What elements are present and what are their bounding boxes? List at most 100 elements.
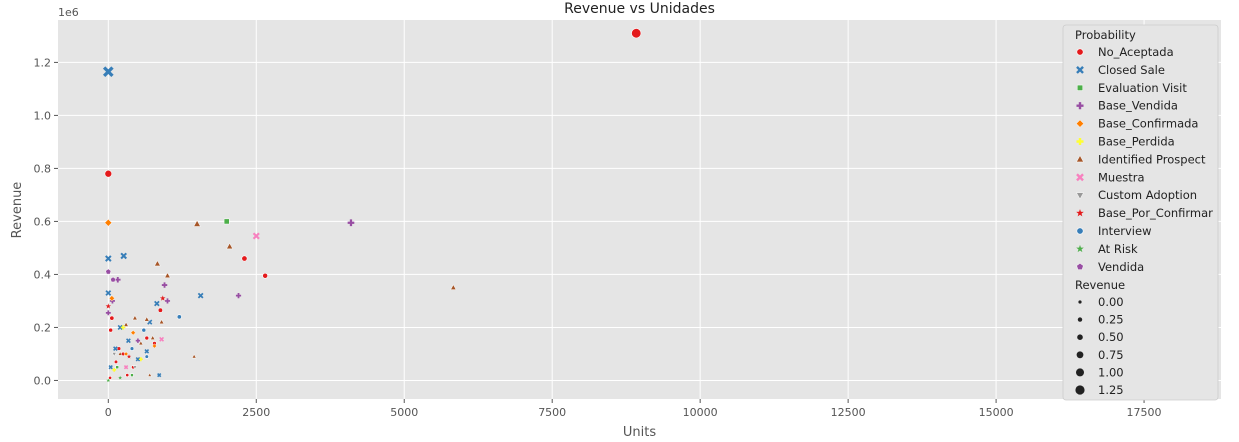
x-tick-label: 12500 bbox=[831, 406, 866, 419]
legend-label-identified-prospect: Identified Prospect bbox=[1098, 152, 1206, 166]
point-closed-sale bbox=[135, 356, 141, 362]
point-evaluation-visit bbox=[130, 373, 134, 377]
point-base-vendida bbox=[115, 276, 121, 283]
data-points bbox=[102, 28, 642, 383]
legend-marker-identified-prospect bbox=[1076, 155, 1084, 163]
point-no-aceptada bbox=[108, 327, 114, 333]
point-interview bbox=[129, 346, 135, 351]
point-vendida bbox=[110, 276, 116, 283]
point-closed-sale bbox=[157, 373, 162, 378]
point-base-perdida bbox=[120, 325, 126, 330]
x-tick-label: 10000 bbox=[683, 406, 718, 419]
point-no-aceptada bbox=[262, 272, 268, 279]
point-base-vendida bbox=[164, 298, 171, 304]
y-tick-label: 0.0 bbox=[34, 374, 52, 387]
grid-lines bbox=[58, 20, 1221, 399]
point-base-vendida bbox=[105, 310, 111, 316]
point-closed-sale bbox=[197, 292, 204, 299]
size-legend-label: 1.00 bbox=[1098, 365, 1124, 379]
size-legend-title: Revenue bbox=[1075, 278, 1125, 292]
point-no-aceptada bbox=[113, 359, 119, 364]
legend-marker-no-aceptada bbox=[1076, 48, 1084, 56]
legend-label-no-aceptada: No_Aceptada bbox=[1098, 45, 1174, 59]
legend: Probability No_Aceptada Closed Sale Evalua… bbox=[1062, 24, 1219, 401]
legend-marker-vendida bbox=[1076, 262, 1084, 270]
size-legend-label: 0.00 bbox=[1098, 295, 1124, 309]
size-legend-marker bbox=[1075, 385, 1085, 395]
point-closed-sale bbox=[126, 338, 131, 344]
point-base-por-confirmar bbox=[105, 303, 112, 309]
point-no-aceptada bbox=[144, 335, 150, 341]
legend-marker-interview bbox=[1076, 227, 1084, 235]
point-vendida bbox=[105, 268, 112, 275]
point-evaluation-visit bbox=[115, 365, 119, 369]
x-tick-label: 15000 bbox=[979, 406, 1014, 419]
point-no-aceptada bbox=[108, 375, 113, 380]
point-muestra bbox=[123, 364, 129, 370]
legend-marker-base-perdida bbox=[1076, 137, 1084, 146]
point-identified-prospect bbox=[154, 260, 161, 267]
point-identified-prospect bbox=[450, 284, 457, 290]
legend-label-base-perdida: Base_Perdida bbox=[1098, 135, 1175, 149]
y-tick-label: 0.2 bbox=[34, 321, 52, 334]
point-identified-prospect bbox=[132, 315, 138, 321]
point-identified-prospect bbox=[147, 372, 152, 377]
point-muestra bbox=[159, 336, 165, 342]
point-at-risk bbox=[106, 378, 111, 383]
legend-label-vendida: Vendida bbox=[1098, 260, 1144, 274]
point-interview bbox=[144, 354, 149, 359]
point-base-vendida bbox=[347, 219, 355, 227]
size-legend-marker bbox=[1077, 334, 1083, 341]
legend-title: Probability bbox=[1075, 28, 1136, 42]
point-at-risk bbox=[118, 375, 123, 380]
point-identified-prospect bbox=[150, 335, 156, 340]
y-tick-label: 0.4 bbox=[34, 268, 52, 281]
y-tick-label: 1.2 bbox=[34, 56, 52, 69]
y-offset-label: 1e6 bbox=[58, 6, 79, 19]
point-interview bbox=[141, 327, 147, 333]
size-legend-marker bbox=[1076, 368, 1084, 377]
point-closed-sale bbox=[154, 300, 160, 307]
point-closed-sale bbox=[144, 348, 150, 354]
point-closed-sale bbox=[102, 66, 114, 78]
legend-box bbox=[1062, 24, 1219, 401]
legend-label-base-por-confirmar: Base_Por_Confirmar bbox=[1098, 206, 1213, 220]
point-closed-sale bbox=[108, 364, 113, 370]
legend-marker-closed-sale bbox=[1076, 66, 1084, 74]
legend-marker-at-risk bbox=[1076, 244, 1084, 253]
size-legend-marker bbox=[1076, 351, 1084, 359]
point-base-por-confirmar bbox=[126, 354, 132, 359]
y-tick-label: 0.6 bbox=[34, 215, 52, 228]
x-tick-label: 5000 bbox=[390, 406, 418, 419]
legend-marker-custom-adoption bbox=[1076, 192, 1084, 200]
legend-label-muestra: Muestra bbox=[1098, 170, 1145, 184]
point-base-vendida bbox=[235, 293, 242, 299]
size-legend-marker bbox=[1077, 317, 1083, 322]
point-identified-prospect bbox=[191, 353, 197, 359]
point-closed-sale bbox=[117, 324, 123, 330]
point-closed-sale bbox=[105, 290, 112, 296]
point-identified-prospect bbox=[123, 321, 129, 327]
point-base-perdida bbox=[138, 357, 143, 362]
point-evaluation-visit bbox=[223, 218, 230, 225]
x-tick-label: 7500 bbox=[538, 406, 566, 419]
size-legend-label: 1.25 bbox=[1098, 383, 1124, 397]
point-no-aceptada bbox=[116, 346, 122, 351]
point-identified-prospect bbox=[143, 316, 150, 322]
x-tick-label: 2500 bbox=[242, 406, 270, 419]
plot-background bbox=[58, 20, 1221, 399]
point-custom-adoption bbox=[132, 365, 138, 370]
point-custom-adoption bbox=[111, 352, 117, 357]
point-closed-sale bbox=[113, 346, 118, 352]
point-base-confirmada bbox=[104, 218, 113, 227]
point-base-confirmada bbox=[151, 343, 158, 349]
point-base-perdida bbox=[112, 367, 117, 372]
point-base-confirmada bbox=[130, 330, 136, 336]
size-legend-label: 0.50 bbox=[1098, 330, 1124, 344]
legend-marker-evaluation-visit bbox=[1077, 84, 1083, 91]
point-interview bbox=[176, 314, 182, 320]
y-axis-label: Revenue bbox=[10, 182, 25, 239]
chart-title: Revenue vs Unidades bbox=[564, 1, 715, 17]
point-no-aceptada bbox=[104, 169, 113, 178]
